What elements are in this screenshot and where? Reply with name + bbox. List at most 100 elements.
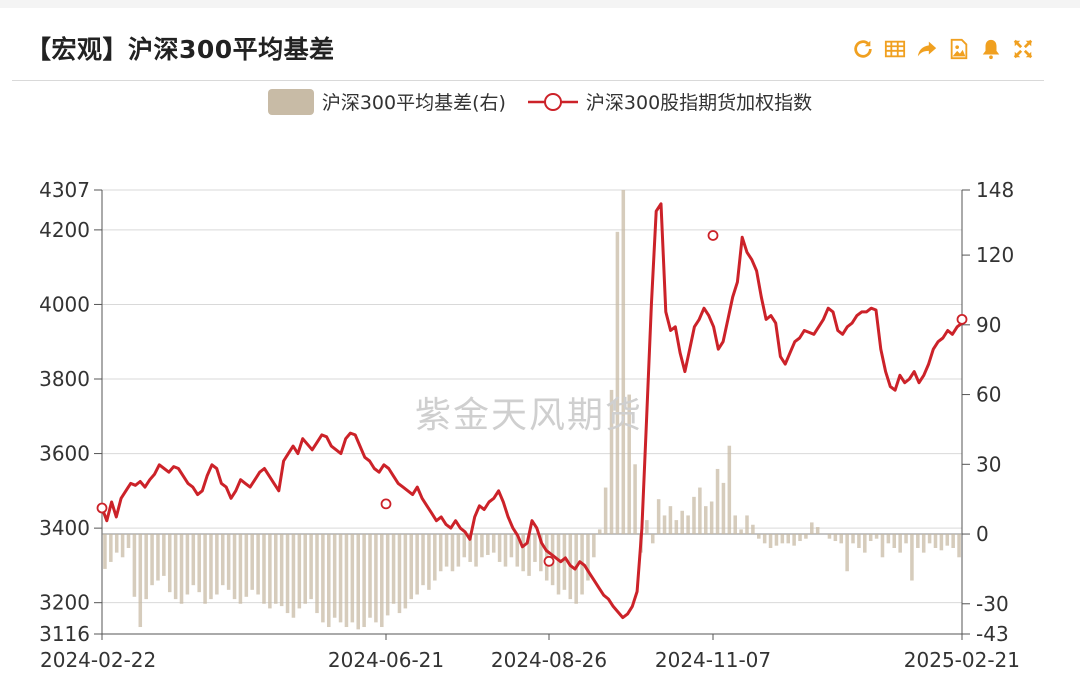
basis-bar xyxy=(486,534,490,555)
basis-bar xyxy=(362,534,366,628)
basis-bar xyxy=(132,534,137,597)
basis-bar xyxy=(503,534,508,567)
y-right-tick-label: -30 xyxy=(976,592,1009,616)
basis-bar xyxy=(256,534,260,595)
basis-bar xyxy=(562,534,567,590)
basis-bar xyxy=(480,534,484,558)
basis-bar xyxy=(274,534,278,604)
x-tick-label: 2024-02-22 xyxy=(40,648,156,672)
basis-bar xyxy=(621,190,626,535)
basis-bar xyxy=(874,534,879,539)
basis-bar xyxy=(109,534,113,562)
legend-item-index[interactable]: 沪深300股指期货加权指数 xyxy=(527,88,812,115)
basis-bar xyxy=(927,534,932,544)
basis-bar xyxy=(126,534,131,548)
basis-bar xyxy=(592,534,596,558)
basis-bar xyxy=(285,534,290,614)
basis-bar xyxy=(238,534,243,604)
basis-bar xyxy=(815,527,820,535)
table-icon[interactable] xyxy=(882,36,908,62)
basis-bar xyxy=(444,534,449,567)
basis-bar xyxy=(774,534,779,546)
share-icon[interactable] xyxy=(914,36,940,62)
y-right-tick-label: 148 xyxy=(976,178,1014,202)
basis-bar xyxy=(768,534,773,548)
basis-bar xyxy=(515,534,520,567)
basis-bar xyxy=(456,534,461,567)
basis-bar xyxy=(692,496,696,535)
basis-bar xyxy=(220,534,225,586)
refresh-icon[interactable] xyxy=(850,36,876,62)
basis-bar xyxy=(597,529,602,535)
x-tick-label: 2024-11-07 xyxy=(655,648,771,672)
basis-bar xyxy=(762,534,767,544)
fullscreen-icon[interactable] xyxy=(1010,36,1036,62)
basis-bar xyxy=(539,534,543,572)
basis-bar xyxy=(739,529,743,535)
basis-bar xyxy=(609,389,614,535)
y-right-tick-label: 30 xyxy=(976,452,1001,476)
basis-bar xyxy=(721,482,726,535)
basis-bar xyxy=(474,534,478,567)
basis-bar xyxy=(462,534,467,558)
basis-bar xyxy=(704,506,708,535)
basis-bar xyxy=(709,501,714,535)
x-tick-label: 2024-08-26 xyxy=(491,648,607,672)
basis-bar xyxy=(403,534,408,609)
basis-bar xyxy=(315,534,319,614)
basis-bar xyxy=(556,534,561,595)
basis-bar xyxy=(268,534,272,609)
basis-bar xyxy=(185,534,190,595)
index-line xyxy=(100,202,963,620)
y-left-tick-label: 4000 xyxy=(39,292,90,316)
top-strip xyxy=(0,0,1080,8)
x-tick-label: 2024-06-21 xyxy=(328,648,444,672)
basis-bar xyxy=(698,487,702,535)
basis-bar xyxy=(173,534,178,600)
basis-bar xyxy=(521,534,525,572)
basis-bar xyxy=(786,534,790,544)
basis-bar xyxy=(344,534,349,628)
basis-bar xyxy=(751,524,755,535)
basis-bar xyxy=(491,534,496,553)
image-download-icon[interactable] xyxy=(946,36,972,62)
bell-icon[interactable] xyxy=(978,36,1004,62)
basis-bar xyxy=(262,534,266,604)
basis-bar xyxy=(863,534,867,553)
basis-bar xyxy=(839,534,844,544)
basis-bar xyxy=(433,534,437,581)
basis-bar xyxy=(350,534,355,623)
basis-bar xyxy=(898,534,902,553)
legend-item-basis[interactable]: 沪深300平均基差(右) xyxy=(267,88,506,115)
basis-bar xyxy=(798,534,802,542)
basis-bar xyxy=(179,534,184,604)
basis-bar xyxy=(368,534,372,618)
basis-bar xyxy=(144,534,148,600)
y-left-tick-label: 3400 xyxy=(39,516,90,540)
index-marker xyxy=(96,502,108,514)
basis-bar xyxy=(933,534,938,548)
basis-bar xyxy=(427,534,431,590)
basis-bar xyxy=(409,534,414,600)
basis-bar xyxy=(957,534,961,558)
y-right-tick-label: -43 xyxy=(976,622,1009,646)
basis-bar xyxy=(291,534,296,618)
basis-bar xyxy=(656,499,661,535)
index-marker xyxy=(956,313,968,325)
basis-bar xyxy=(939,534,944,551)
basis-bar xyxy=(138,534,143,628)
basis-bar xyxy=(880,534,885,558)
y-right-tick-label: 60 xyxy=(976,383,1001,407)
basis-bar xyxy=(167,534,172,593)
basis-bar xyxy=(586,534,590,581)
basis-bar xyxy=(633,464,637,535)
y-left-tick-label: 3116 xyxy=(39,622,90,646)
basis-bar xyxy=(727,445,732,535)
basis-bar xyxy=(162,534,166,576)
basis-bar xyxy=(303,534,307,604)
basis-bar xyxy=(103,534,107,569)
basis-bar xyxy=(845,534,849,572)
y-left-tick-label: 4200 xyxy=(39,218,90,242)
basis-bar xyxy=(468,534,472,562)
